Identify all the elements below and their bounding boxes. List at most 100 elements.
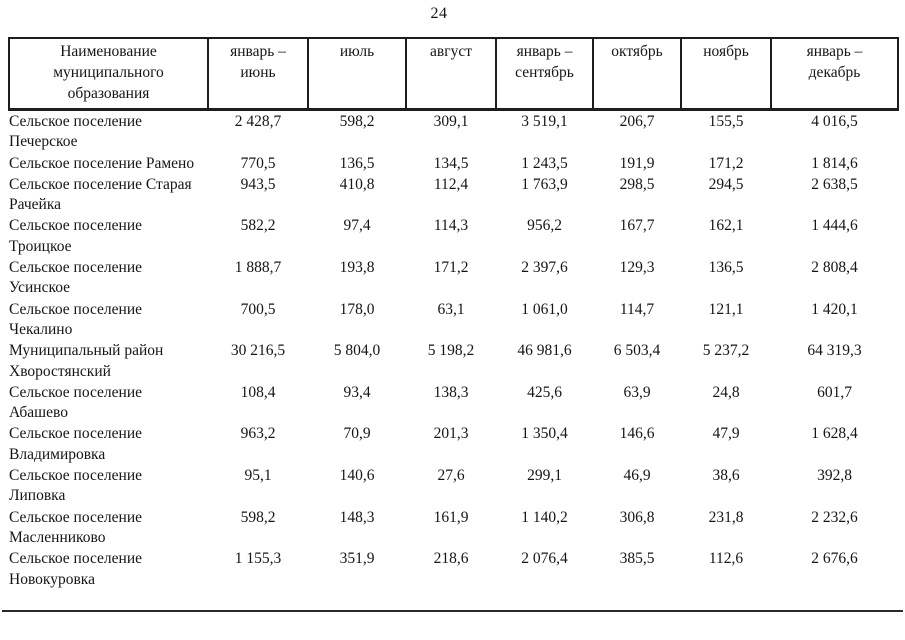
row-name-cell: Муниципальный район Хворостянский	[9, 342, 164, 380]
value-cell: 309,1	[433, 113, 469, 130]
municipal-data-table: Наименование муниципального образования я…	[8, 37, 899, 590]
value-cell: 97,4	[343, 217, 371, 235]
header-cell-4: январь – сентябрь	[495, 37, 594, 111]
value-cell: 410,8	[339, 175, 375, 193]
value-cell: 47,9	[712, 425, 740, 443]
value-cell: 155,5	[708, 113, 744, 130]
value-cell: 218,6	[433, 550, 469, 568]
table-row: Сельское поселение Новокуровка 1 155,3 351…	[9, 548, 898, 590]
value-cell: 351,9	[339, 550, 375, 568]
row-name-cell: Сельское поселение Старая Рачейка	[9, 175, 192, 214]
row-name-cell: Сельское поселение Троицкое	[9, 217, 142, 255]
page-number: 24	[430, 5, 448, 22]
value-cell: 27,6	[437, 467, 465, 485]
value-cell: 38,6	[712, 467, 740, 485]
value-cell: 1 140,2	[521, 508, 568, 526]
table-row: Муниципальный район Хворостянский 30 216,…	[9, 340, 898, 382]
value-cell: 598,2	[240, 508, 276, 526]
value-cell: 3 519,1	[521, 113, 568, 130]
table-row: Сельское поселение Старая Рачейка 943,5 41…	[9, 174, 898, 216]
value-cell: 4 016,5	[811, 113, 858, 130]
value-cell: 1 763,9	[521, 175, 568, 193]
value-cell: 598,2	[339, 113, 375, 130]
value-cell: 178,0	[339, 300, 375, 318]
value-cell: 306,8	[619, 508, 655, 526]
row-name-cell: Сельское поселение Владимировка	[9, 425, 142, 463]
value-cell: 161,9	[433, 508, 469, 526]
value-cell: 108,4	[240, 383, 276, 401]
value-cell: 1 155,3	[234, 550, 282, 568]
header-cell-5: октябрь	[592, 37, 682, 111]
value-cell: 5 237,2	[702, 342, 750, 360]
value-cell: 425,6	[527, 383, 562, 401]
value-cell: 770,5	[240, 154, 276, 172]
row-name-cell: Сельское поселение Масленниково	[9, 508, 142, 546]
table-row: Сельское поселение Троицкое 582,2 97,4 114,…	[9, 215, 898, 257]
value-cell: 299,1	[527, 467, 562, 485]
table-header: Наименование муниципального образования я…	[8, 37, 899, 111]
header-row: Наименование муниципального образования я…	[8, 37, 899, 111]
header-cell-2: июль	[307, 37, 407, 111]
value-cell: 112,6	[708, 550, 744, 568]
value-cell: 582,2	[240, 217, 276, 235]
value-cell: 1 061,0	[521, 300, 568, 318]
value-cell: 601,7	[817, 383, 852, 401]
row-name-cell: Сельское поселение Усинское	[9, 259, 142, 297]
value-cell: 298,5	[619, 175, 655, 193]
value-cell: 136,5	[708, 259, 744, 277]
value-cell: 963,2	[240, 425, 276, 443]
value-cell: 231,8	[708, 508, 744, 526]
value-cell: 63,9	[623, 383, 651, 401]
value-cell: 2 808,4	[811, 259, 858, 277]
value-cell: 46 981,6	[517, 342, 572, 360]
value-cell: 114,7	[619, 300, 655, 318]
value-cell: 171,2	[708, 154, 744, 172]
value-cell: 1 888,7	[234, 259, 282, 277]
value-cell: 201,3	[433, 425, 469, 443]
value-cell: 93,4	[343, 383, 371, 401]
value-cell: 700,5	[240, 300, 276, 318]
table-row: Сельское поселение Рамено 770,5 136,5 134,5…	[9, 153, 898, 174]
value-cell: 121,1	[708, 300, 744, 318]
table-row: Сельское поселение Усинское 1 888,7 193,8 1…	[9, 257, 898, 299]
table-row: Сельское поселение Липовка 95,1 140,6 27,6 2…	[9, 465, 898, 507]
value-cell: 2 397,6	[521, 259, 568, 277]
value-cell: 392,8	[817, 467, 852, 485]
value-cell: 136,5	[339, 154, 375, 172]
value-cell: 64 319,3	[807, 342, 862, 360]
value-cell: 70,9	[343, 425, 371, 443]
value-cell: 294,5	[708, 175, 744, 193]
value-cell: 1 814,6	[811, 154, 858, 172]
value-cell: 1 243,5	[521, 154, 568, 172]
header-cell-0: Наименование муниципального образования	[8, 37, 209, 111]
value-cell: 129,3	[619, 259, 655, 277]
row-name-cell: Сельское поселение Чекалино	[9, 300, 142, 338]
row-name-cell: Сельское поселение Абашево	[9, 383, 142, 422]
row-name-cell: Сельское поселение Рамено	[9, 154, 195, 172]
value-cell: 112,4	[433, 175, 469, 193]
table-row: Сельское поселение Чекалино 700,5 178,0 63,…	[9, 299, 898, 341]
value-cell: 956,2	[527, 217, 562, 235]
value-cell: 24,8	[712, 383, 740, 401]
table-row: Сельское поселение Владимировка 963,2 70,9…	[9, 423, 898, 465]
value-cell: 385,5	[619, 550, 655, 568]
value-cell: 1 444,6	[811, 217, 858, 235]
header-cell-3: август	[405, 37, 497, 111]
value-cell: 1 628,4	[811, 425, 858, 443]
value-cell: 1 420,1	[811, 300, 858, 318]
value-cell: 46,9	[623, 467, 651, 485]
value-cell: 146,6	[619, 425, 655, 443]
row-name-cell: Сельское поселение Печерское	[9, 113, 142, 151]
table-row: Сельское поселение Печерское 2 428,7 598,2…	[9, 110, 898, 153]
row-name-cell: Сельское поселение Липовка	[9, 467, 142, 505]
value-cell: 193,8	[339, 259, 375, 277]
value-cell: 148,3	[339, 508, 375, 526]
table-row: Сельское поселение Абашево 108,4 93,4 138,3…	[9, 382, 898, 424]
header-cell-7: январь – декабрь	[770, 37, 899, 111]
value-cell: 171,2	[433, 259, 469, 277]
value-cell: 114,3	[433, 217, 469, 235]
row-name-cell: Сельское поселение Новокуровка	[9, 550, 142, 588]
table-body: Сельское поселение Печерское 2 428,7 598,2…	[9, 110, 898, 590]
value-cell: 5 198,2	[427, 342, 475, 360]
value-cell: 2 638,5	[811, 175, 858, 193]
